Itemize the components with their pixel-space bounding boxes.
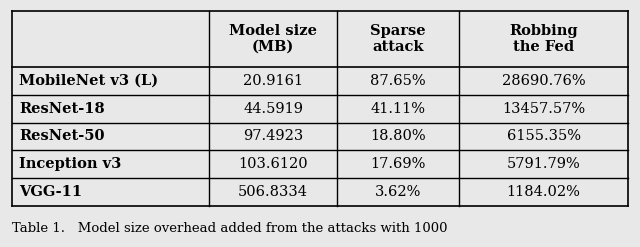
Text: Sparse
attack: Sparse attack	[370, 24, 426, 54]
Text: 13457.57%: 13457.57%	[502, 102, 585, 116]
Text: Robbing
the Fed: Robbing the Fed	[509, 24, 578, 54]
Text: 97.4923: 97.4923	[243, 129, 303, 144]
Text: 506.8334: 506.8334	[238, 185, 308, 199]
Text: 87.65%: 87.65%	[370, 74, 426, 88]
Text: 6155.35%: 6155.35%	[507, 129, 580, 144]
Text: 17.69%: 17.69%	[371, 157, 426, 171]
Text: MobileNet v3 (L): MobileNet v3 (L)	[19, 74, 158, 88]
Text: 44.5919: 44.5919	[243, 102, 303, 116]
Text: 41.11%: 41.11%	[371, 102, 426, 116]
Text: Model size
(MB): Model size (MB)	[229, 24, 317, 54]
Text: 5791.79%: 5791.79%	[507, 157, 580, 171]
Text: ResNet-18: ResNet-18	[19, 102, 105, 116]
Text: Table 1.   Model size overhead added from the attacks with 1000: Table 1. Model size overhead added from …	[12, 222, 447, 235]
Text: VGG-11: VGG-11	[19, 185, 83, 199]
Text: 20.9161: 20.9161	[243, 74, 303, 88]
Text: Inception v3: Inception v3	[19, 157, 122, 171]
Text: 3.62%: 3.62%	[375, 185, 421, 199]
Text: 18.80%: 18.80%	[370, 129, 426, 144]
Text: 1184.02%: 1184.02%	[507, 185, 580, 199]
Text: ResNet-50: ResNet-50	[19, 129, 105, 144]
Text: 28690.76%: 28690.76%	[502, 74, 586, 88]
Text: 103.6120: 103.6120	[238, 157, 308, 171]
